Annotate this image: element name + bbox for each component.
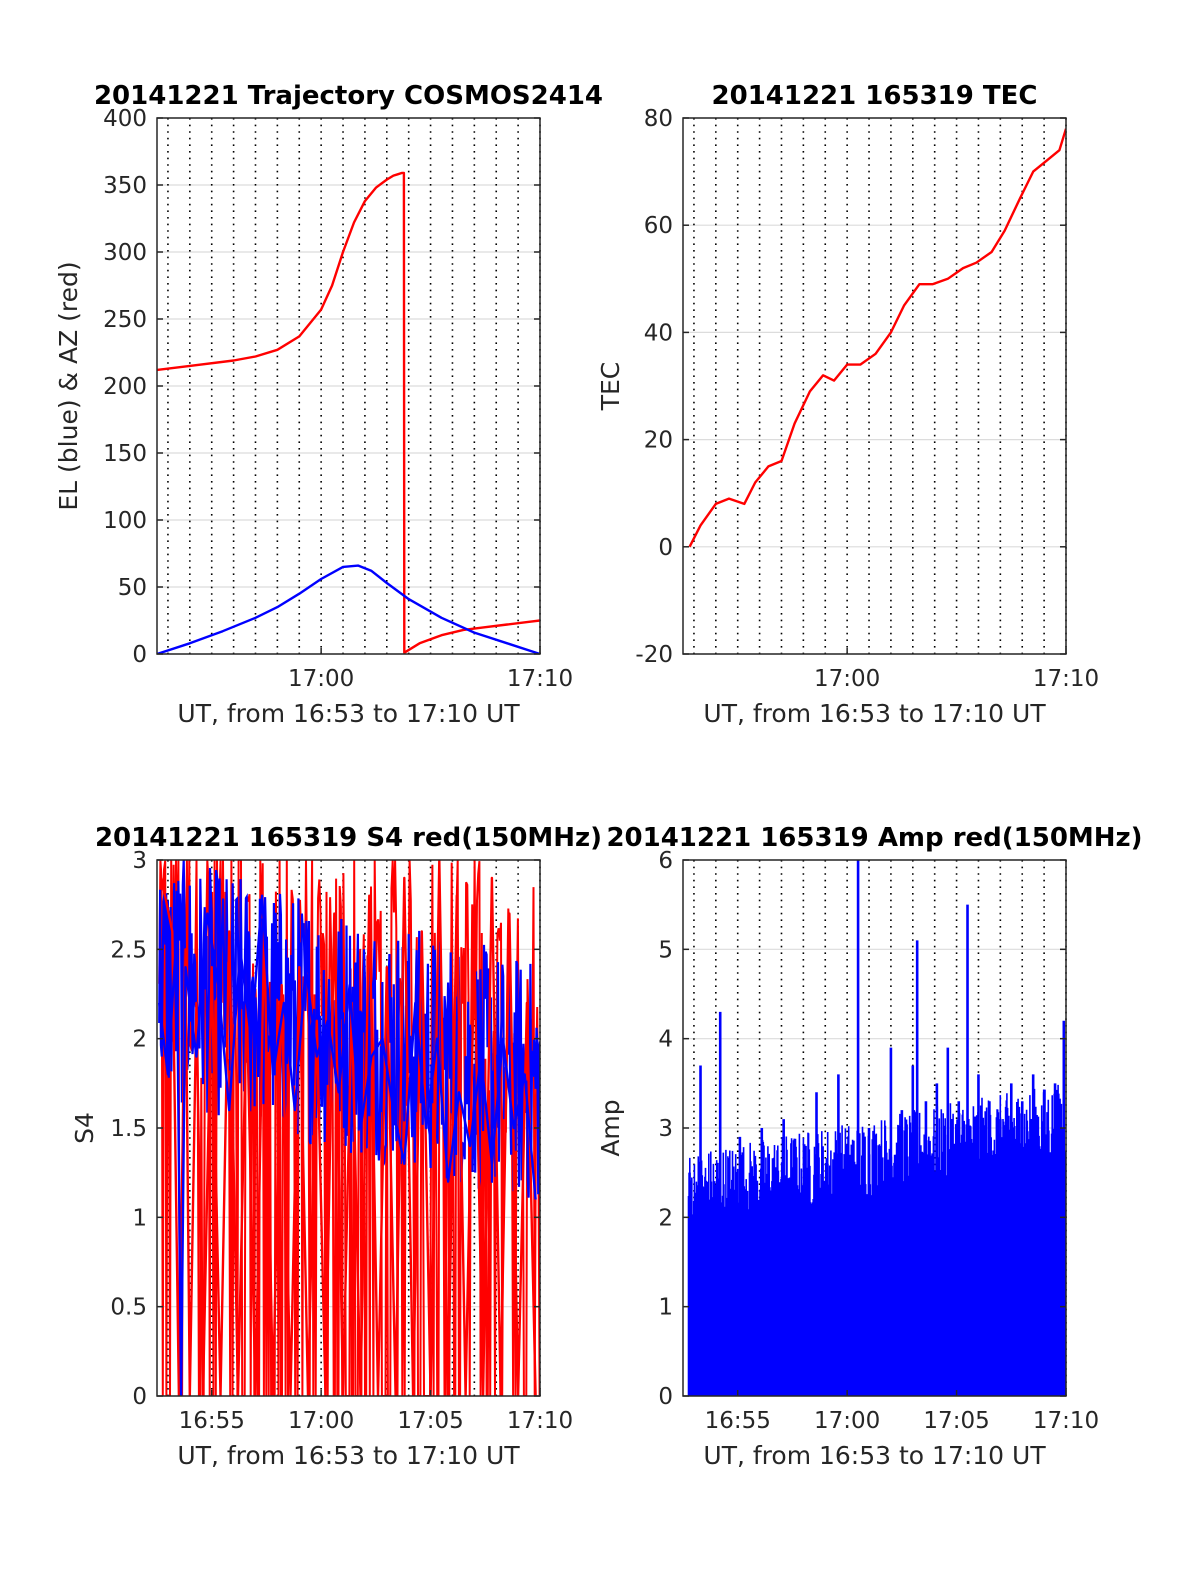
y-tick-label: 60 [644,213,673,239]
y-tick-label: 2 [658,1205,673,1231]
plot-area [158,860,540,1396]
panel-1: 0 50 100 150 200 250 300 350 400 17:00 17:10 201412… [54,81,603,728]
y-tick-label: 150 [103,441,147,467]
amp-dense-bars [687,1084,1066,1396]
y-tick-label: 2 [132,1027,147,1053]
y-tick-label: 0 [132,1384,147,1410]
series-line-2 [157,564,540,654]
x-tick-label: 17:10 [1033,666,1099,692]
y-tick-label: 1 [132,1205,147,1231]
y-tick-label: 300 [103,240,147,266]
y-tick-label: 40 [644,320,673,346]
y-tick-label: 1 [658,1295,673,1321]
y-tick-label: 3 [658,1116,673,1142]
y-tick-label: 100 [103,508,147,534]
y-tick-label: 0 [658,1384,673,1410]
y-tick-label: 5 [658,937,673,963]
y-tick-label: 20 [644,428,673,454]
x-tick-label: 17:05 [397,1408,463,1434]
x-tick-label: 17:00 [288,1408,354,1434]
x-tick-label: 17:10 [507,666,573,692]
chart-title: 20141221 165319 Amp red(150MHz) [606,823,1142,853]
series-line-1 [157,171,540,654]
series-line-1 [688,128,1066,548]
chart-title: 20141221 Trajectory COSMOS2414 [94,81,603,111]
panel-2: -20 0 20 40 60 80 17:00 17:10 20141221 165319 TE… [596,81,1099,728]
y-tick-label: -20 [635,642,673,668]
chart-title: 20141221 165319 S4 red(150MHz) [95,823,602,853]
y-axis-label: EL (blue) & AZ (red) [54,261,83,510]
y-tick-label: 80 [644,106,673,132]
x-tick-label: 16:55 [705,1408,771,1434]
x-tick-label: 17:05 [923,1408,989,1434]
x-tick-label: 17:10 [1033,1408,1099,1434]
y-tick-label: 6 [658,848,673,874]
plot-area [687,860,1066,1396]
y-tick-label: 3 [132,848,147,874]
plot-area [157,171,540,654]
y-tick-label: 250 [103,307,147,333]
x-axis-label: UT, from 16:53 to 17:10 UT [703,699,1046,728]
plot-area [688,128,1066,548]
x-axis-label: UT, from 16:53 to 17:10 UT [703,1441,1046,1470]
y-tick-label: 350 [103,173,147,199]
x-axis-label: UT, from 16:53 to 17:10 UT [177,1441,520,1470]
y-tick-label: 200 [103,374,147,400]
series-line-2 [158,894,537,1396]
y-axis-label: Amp [596,1099,625,1156]
y-tick-label: 50 [118,575,147,601]
x-tick-label: 17:10 [507,1408,573,1434]
x-tick-label: 17:00 [288,666,354,692]
y-tick-label: 0 [658,535,673,561]
panel-3: 0 0.5 1 1.5 2 2.5 3 16:55 17:00 17:05 17:10 2014122… [70,823,602,1470]
y-tick-label: 0 [132,642,147,668]
chart-title: 20141221 165319 TEC [712,81,1038,111]
axes-frame [682,117,1067,655]
x-tick-label: 17:00 [814,666,880,692]
series-line-1 [160,860,537,1396]
x-tick-label: 16:55 [179,1408,245,1434]
y-axis-label: S4 [70,1112,99,1144]
y-tick-label: 0.5 [110,1295,147,1321]
x-tick-label: 17:00 [814,1408,880,1434]
y-tick-label: 4 [658,1027,673,1053]
y-tick-label: 400 [103,106,147,132]
y-tick-label: 2.5 [110,937,147,963]
y-axis-label: TEC [596,362,625,412]
y-tick-label: 1.5 [110,1116,147,1142]
panel-4: 0 1 2 3 4 5 6 16:55 17:00 17:05 17:10 20141221 1653… [596,823,1143,1470]
x-axis-label: UT, from 16:53 to 17:10 UT [177,699,520,728]
